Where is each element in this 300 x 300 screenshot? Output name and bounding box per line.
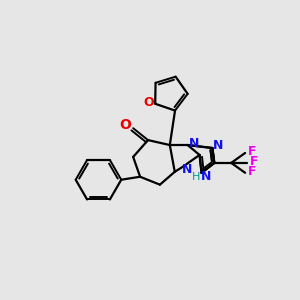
Text: N: N bbox=[182, 163, 192, 176]
Text: N: N bbox=[201, 170, 212, 183]
Text: F: F bbox=[248, 146, 256, 158]
Text: N: N bbox=[213, 139, 224, 152]
Text: F: F bbox=[248, 165, 256, 178]
Text: O: O bbox=[119, 118, 131, 132]
Text: N: N bbox=[188, 136, 199, 150]
Text: O: O bbox=[143, 96, 154, 109]
Text: H: H bbox=[191, 172, 200, 182]
Text: F: F bbox=[250, 155, 258, 168]
